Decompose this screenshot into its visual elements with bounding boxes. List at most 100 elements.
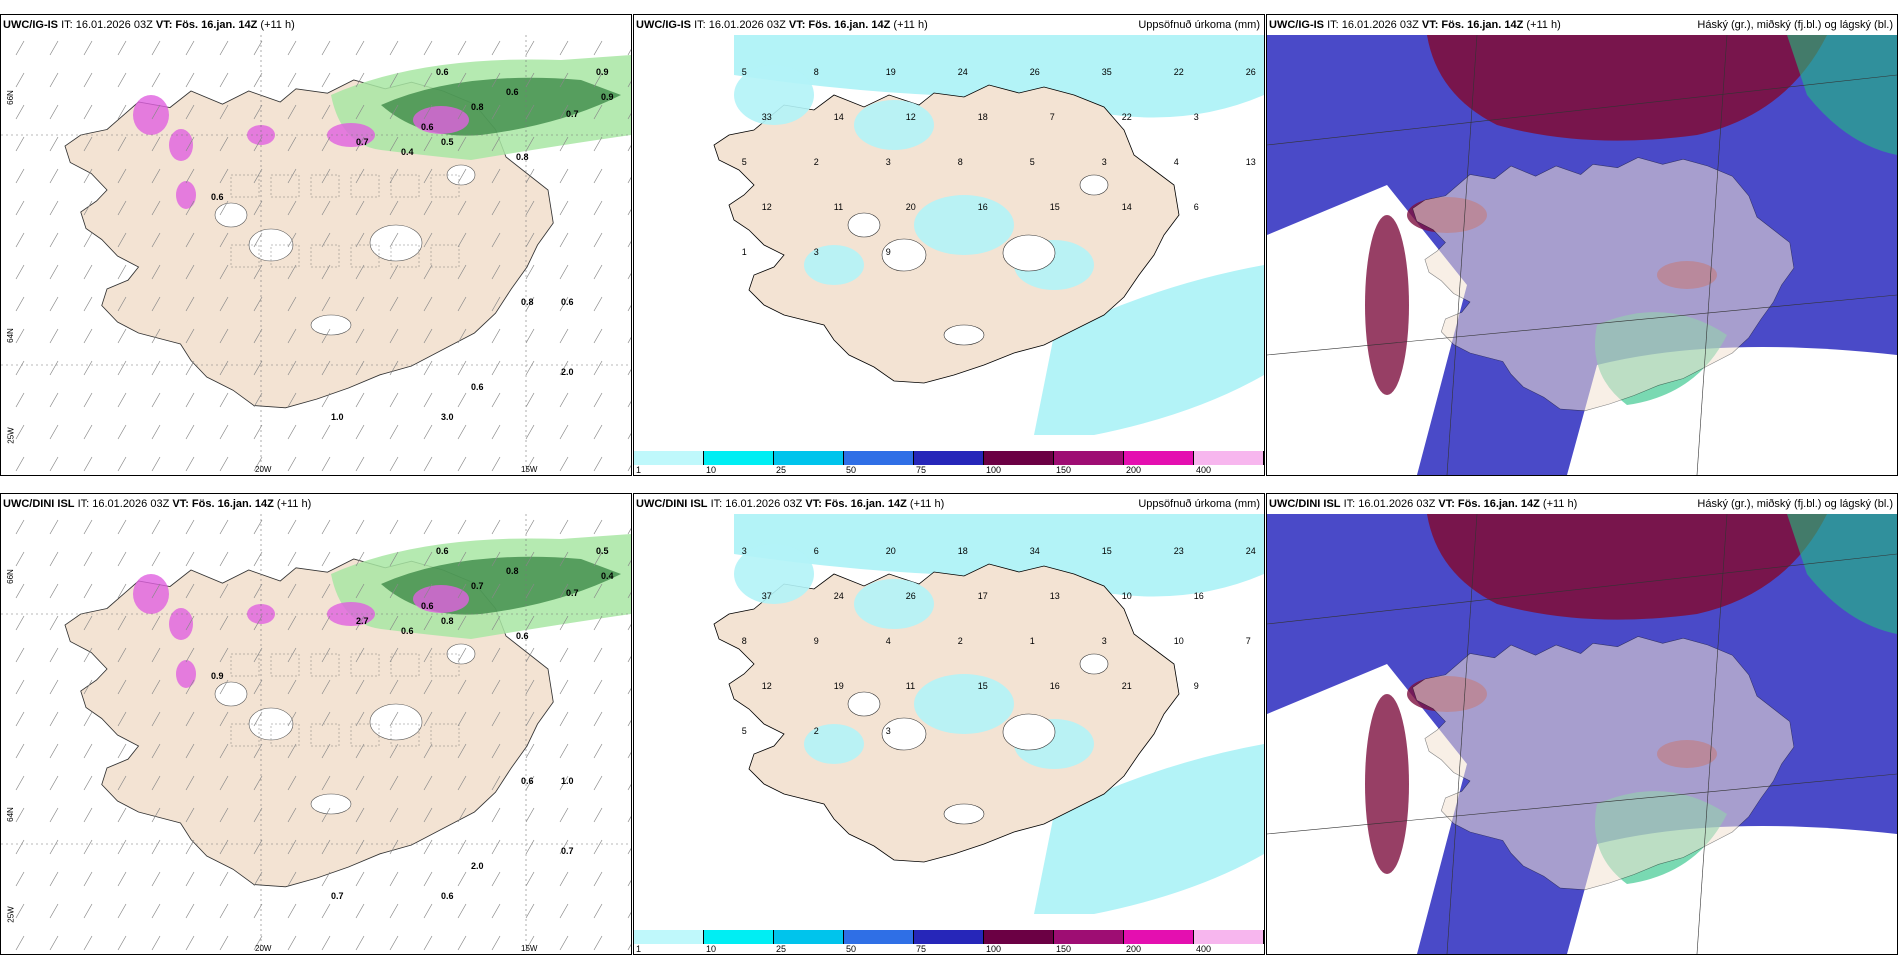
wind-barb [593, 839, 603, 855]
lon-label-15w: 15W [521, 944, 538, 953]
wind-barb [219, 104, 229, 120]
wind-barb [117, 583, 127, 599]
wind-barb [423, 807, 433, 823]
wind-barb [525, 72, 535, 88]
wind-barb [287, 807, 297, 823]
wind-barb [151, 328, 161, 344]
colorbar-swatch [774, 451, 844, 465]
wind-barb [457, 807, 467, 823]
wind-barb [627, 912, 631, 919]
wind-barb [151, 519, 161, 535]
precip-value-label: 20 [886, 546, 896, 556]
wind-barb [457, 296, 467, 312]
wind-barb [117, 775, 127, 791]
wind-barb [83, 72, 93, 88]
precip-value-label: 14 [1122, 202, 1132, 212]
wind-barb [457, 551, 467, 567]
wind-barb [457, 104, 467, 120]
snow-area [413, 106, 469, 134]
colorbar-swatch [774, 930, 844, 944]
wind-barb [219, 360, 229, 376]
wind-barb [15, 839, 25, 855]
wind-barb [559, 264, 569, 280]
precip-value-label: 0.9 [596, 67, 609, 77]
precip-value-label: 0.8 [506, 566, 519, 576]
precip-value-label: 1.0 [331, 412, 344, 422]
wind-barb [627, 560, 631, 567]
wind-barb [185, 392, 195, 408]
wind-barb [321, 807, 331, 823]
precip-value-label: 9 [1194, 681, 1199, 691]
wind-barb [627, 752, 631, 759]
precip-map[interactable]: 3620183415232437242617131016589421310712… [634, 514, 1264, 924]
wind-barb [457, 424, 467, 440]
wind-barb [253, 775, 263, 791]
wind-barb [83, 296, 93, 312]
glacier-shape [943, 324, 985, 346]
wind-barb [559, 232, 569, 248]
wind-barb [15, 583, 25, 599]
lead-time: (+11 h) [276, 498, 312, 510]
wind-barb [457, 839, 467, 855]
wind-barb [355, 200, 365, 216]
wind-barb [559, 200, 569, 216]
colorbar-tick-label: 10 [706, 944, 717, 954]
lat-label-64n: 64N [5, 807, 15, 822]
wind-barb [355, 583, 365, 599]
colorbar-swatch [1124, 930, 1194, 944]
precip-value-label: 5 [1030, 157, 1035, 167]
wind-barb [287, 104, 297, 120]
wind-barb [15, 743, 25, 759]
glacier-shape [881, 238, 927, 272]
init-time: IT: 16.01.2026 03Z [61, 19, 153, 31]
wind-barb [389, 615, 399, 631]
wind-precip-map[interactable]: 0.6 0.5 0.7 0.7 0.8 0.6 0.6 2.7 0.8 0.6 0.4 0.6 1.0 0… [1, 514, 631, 954]
init-time: IT: 16.01.2026 03Z [77, 498, 170, 510]
lead-time: (+11 h) [893, 19, 928, 31]
wind-barb [117, 360, 127, 376]
precip-map[interactable]: 5819242635222633141218722365238534131211… [634, 35, 1264, 445]
precip-value-label: 8 [814, 67, 819, 77]
wind-barb [491, 551, 501, 567]
wind-barb [627, 369, 631, 376]
wind-barb [525, 264, 535, 280]
precip-value-label: 13 [1050, 591, 1060, 601]
wind-barb [185, 264, 195, 280]
precip-value-label: 12 [906, 112, 916, 122]
wind-barb [559, 871, 569, 887]
wind-barb [593, 328, 603, 344]
precip-value-label: 0.6 [421, 122, 434, 132]
precip-value-label: 0.6 [521, 776, 534, 786]
wind-barb [559, 168, 569, 184]
hatch-area [270, 174, 300, 198]
wind-barb [253, 136, 263, 152]
wind-barb [559, 839, 569, 855]
wind-barb [219, 871, 229, 887]
hatch-area [390, 244, 420, 268]
lead-time: (+11 h) [909, 498, 945, 510]
precip-area [734, 35, 1264, 118]
wind-barb [457, 903, 467, 919]
panel-header: UWC/DINI ISL IT: 16.01.2026 03Z VT: Fös.… [634, 494, 1264, 514]
wind-barb [389, 903, 399, 919]
wind-barb [423, 903, 433, 919]
precip-value-label: 2 [814, 726, 819, 736]
wind-precip-map[interactable]: 0.6 0.9 0.8 0.7 0.6 0.8 0.6 0.7 0.5 0.4 0.9 0.8 0.6 0… [1, 35, 631, 475]
wind-barb [457, 711, 467, 727]
wind-barb [525, 360, 535, 376]
wind-barb [253, 392, 263, 408]
wind-barb [49, 40, 59, 56]
glacier-shape [1002, 713, 1056, 751]
projection-line [1267, 294, 1897, 356]
cloud-map[interactable] [1267, 514, 1897, 954]
lead-time: (+11 h) [1542, 498, 1578, 510]
colorbar-swatch [984, 451, 1054, 465]
wind-barb [491, 807, 501, 823]
cloud-map[interactable] [1267, 35, 1897, 475]
precip-value-label: 1 [1030, 636, 1035, 646]
wind-barb [457, 264, 467, 280]
wind-barb [151, 551, 161, 567]
wind-barb [287, 519, 297, 535]
precip-value-label: 15 [1102, 546, 1112, 556]
wind-barb [49, 424, 59, 440]
